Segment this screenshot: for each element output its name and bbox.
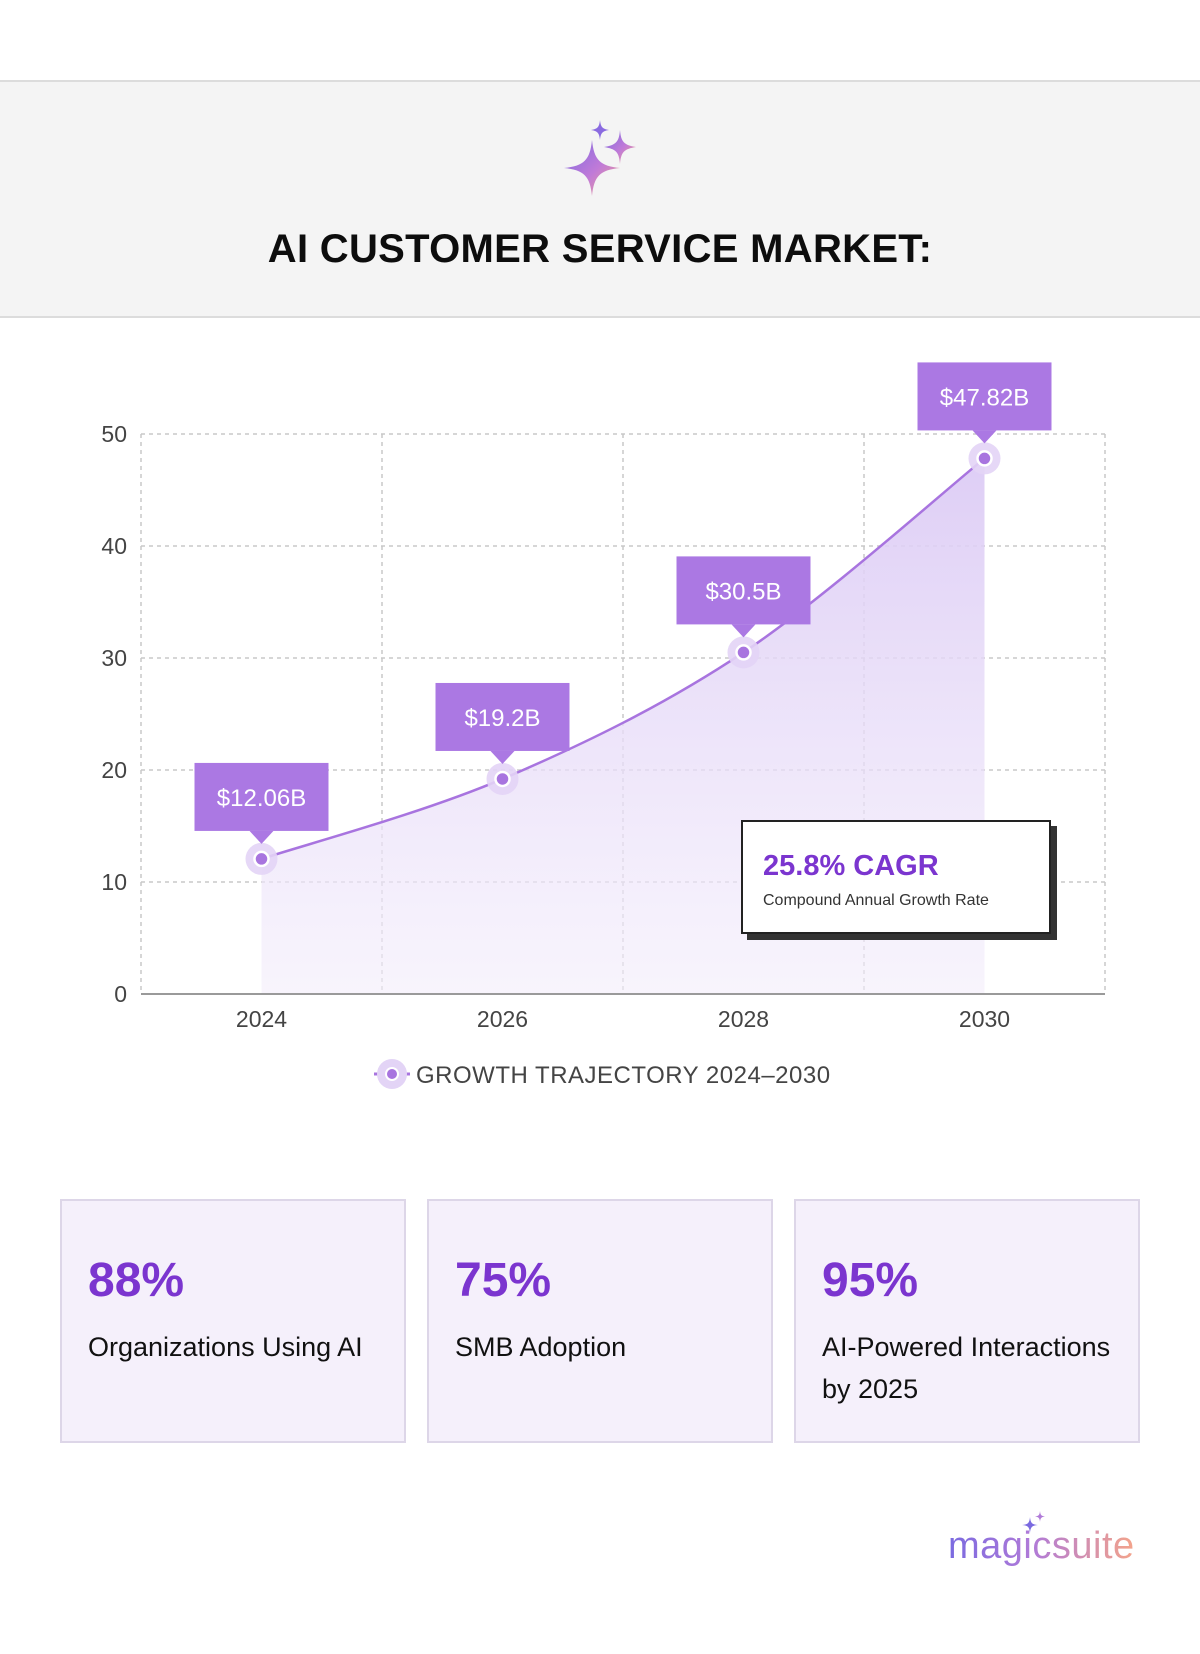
value-callout bbox=[917, 362, 1052, 431]
stat-label: AI-Powered Interactions by 2025 bbox=[822, 1332, 1111, 1404]
value-label: $19.2B bbox=[464, 705, 540, 732]
cagr-value: 25.8% CAGR bbox=[763, 850, 939, 882]
y-tick-label: 40 bbox=[101, 533, 127, 559]
value-label: $47.82B bbox=[940, 384, 1029, 411]
callout-pointer bbox=[972, 430, 997, 444]
legend-marker bbox=[385, 1067, 399, 1081]
y-tick-label: 10 bbox=[101, 869, 127, 895]
value-callout bbox=[435, 682, 570, 751]
value-callout bbox=[676, 556, 811, 625]
stat-card-organizations: 88% Organizations Using AI bbox=[60, 1199, 406, 1443]
x-tick-label: 2026 bbox=[477, 1006, 528, 1032]
callout-pointer bbox=[490, 750, 515, 764]
callout-pointer bbox=[249, 830, 274, 844]
cagr-annotation: 25.8% CAGR Compound Annual Growth Rate bbox=[741, 820, 1051, 934]
sparkle-icon bbox=[564, 120, 636, 196]
page-title: AI CUSTOMER SERVICE MARKET: bbox=[267, 227, 933, 271]
legend-label: GROWTH TRAJECTORY 2024–2030 bbox=[416, 1062, 831, 1089]
data-point bbox=[253, 850, 270, 868]
value-label: $12.06B bbox=[217, 785, 306, 812]
stat-card-smb: 75% SMB Adoption bbox=[427, 1199, 773, 1443]
stat-value: 75% bbox=[455, 1254, 552, 1307]
header-banner: AI CUSTOMER SERVICE MARKET: bbox=[0, 80, 1200, 318]
y-tick-label: 50 bbox=[101, 421, 127, 447]
y-tick-label: 0 bbox=[114, 981, 127, 1007]
y-tick-label: 20 bbox=[101, 757, 127, 783]
stat-label: Organizations Using AI bbox=[88, 1332, 363, 1362]
cagr-label: Compound Annual Growth Rate bbox=[763, 892, 989, 909]
data-point bbox=[976, 450, 993, 467]
brand-name: magicsuite bbox=[948, 1525, 1135, 1567]
sparkle-icon bbox=[1022, 1511, 1045, 1533]
x-tick-label: 2028 bbox=[718, 1006, 769, 1032]
value-callout bbox=[194, 762, 329, 831]
stat-card-interactions: 95% AI-Powered Interactions by 2025 bbox=[794, 1199, 1140, 1443]
chart-area: 0 10 20 30 40 50 2024 2026 2028 2030 $12.06B $19.2… bbox=[0, 318, 1200, 1118]
brand-logo: magicsuite bbox=[948, 1511, 1138, 1575]
stat-value: 95% bbox=[822, 1254, 919, 1307]
value-label: $30.5B bbox=[705, 578, 781, 605]
series-line bbox=[261, 457, 986, 861]
data-point bbox=[494, 770, 511, 788]
stat-value: 88% bbox=[88, 1254, 185, 1307]
x-tick-label: 2030 bbox=[959, 1006, 1010, 1032]
y-tick-label: 30 bbox=[101, 645, 127, 671]
data-point bbox=[735, 644, 752, 661]
x-tick-label: 2024 bbox=[236, 1006, 287, 1032]
stat-label: SMB Adoption bbox=[455, 1332, 627, 1362]
callout-pointer bbox=[731, 624, 756, 638]
